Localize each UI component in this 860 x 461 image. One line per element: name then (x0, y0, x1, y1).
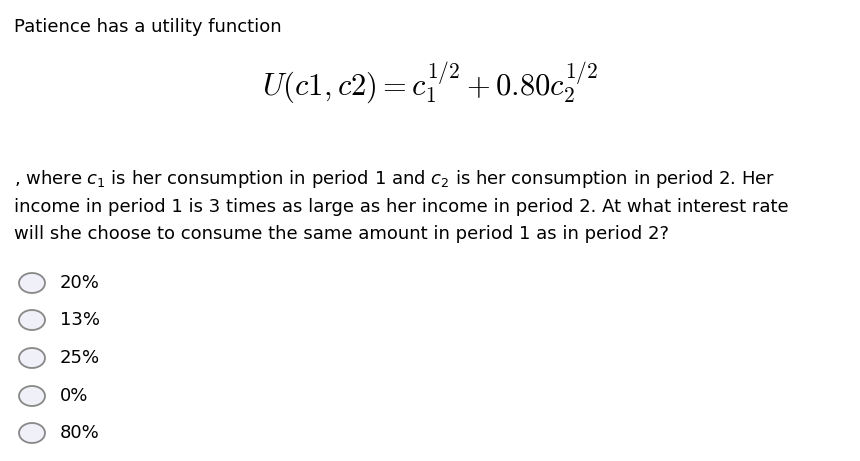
Ellipse shape (19, 310, 45, 330)
Text: Patience has a utility function: Patience has a utility function (14, 18, 281, 36)
Text: 13%: 13% (60, 311, 100, 329)
Text: 80%: 80% (60, 424, 100, 442)
Ellipse shape (19, 348, 45, 368)
Text: 20%: 20% (60, 274, 100, 292)
Text: 25%: 25% (60, 349, 100, 367)
Ellipse shape (19, 273, 45, 293)
Ellipse shape (19, 386, 45, 406)
Text: , where $c_1$ is her consumption in period 1 and $c_2$ is her consumption in per: , where $c_1$ is her consumption in peri… (14, 168, 789, 243)
Text: 0%: 0% (60, 387, 89, 405)
Text: $U(c1, c2) = c_1^{1/2} + 0.80c_2^{1/2}$: $U(c1, c2) = c_1^{1/2} + 0.80c_2^{1/2}$ (262, 60, 598, 105)
Ellipse shape (19, 423, 45, 443)
